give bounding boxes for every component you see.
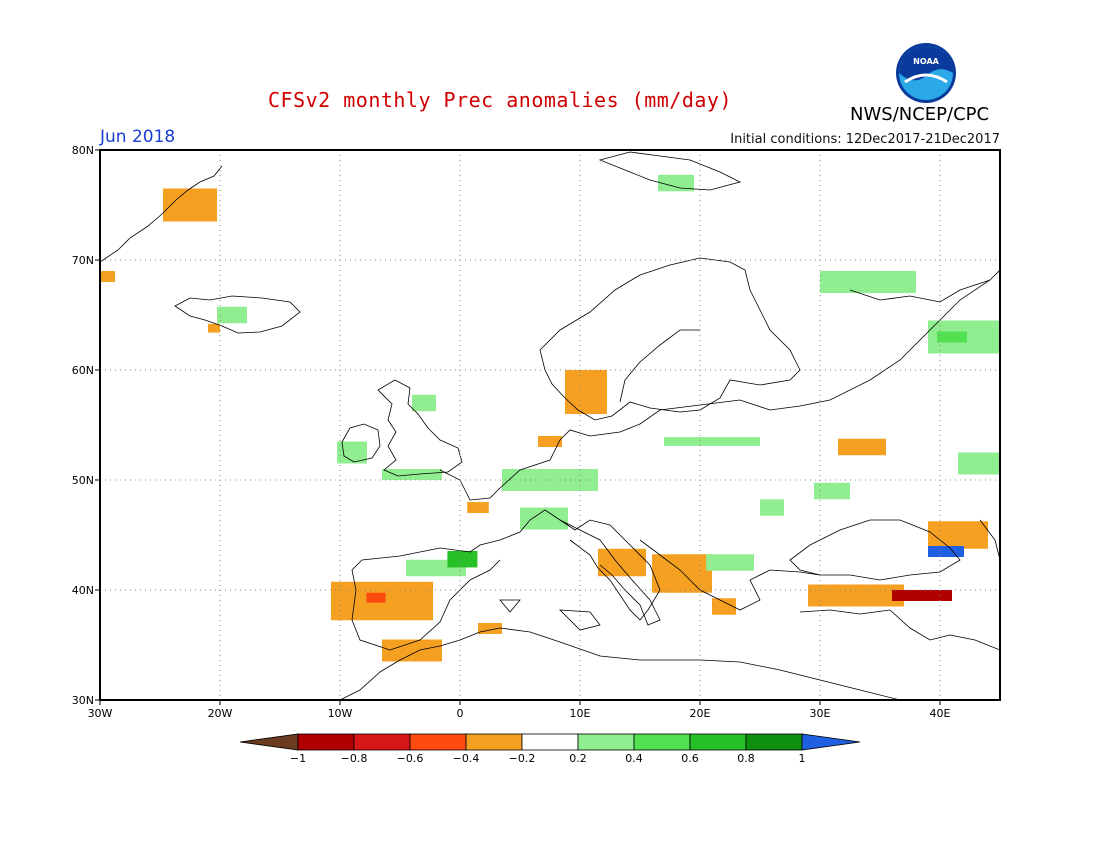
colorbar-label: −0.4 — [453, 752, 480, 765]
anomaly-cell — [382, 639, 442, 662]
anomaly-cell — [366, 592, 386, 603]
colorbar-segment — [353, 733, 411, 751]
colorbar-segment — [689, 733, 747, 751]
colorbar-label: 0.8 — [737, 752, 755, 765]
initial-conditions: Initial conditions: 12Dec2017-21Dec2017 — [730, 132, 1000, 147]
y-tick-label: 60N — [72, 364, 94, 377]
x-tick-label: 20W — [208, 707, 233, 720]
anomaly-cell — [538, 436, 562, 447]
anomaly-cell — [814, 482, 850, 500]
anomaly-cell — [208, 323, 220, 333]
x-tick-label: 40E — [930, 707, 951, 720]
colorbar-segment — [521, 733, 579, 751]
anomaly-cell — [760, 499, 784, 516]
anomaly-cell — [664, 437, 760, 446]
y-tick-label: 40N — [72, 584, 94, 597]
coastlines — [100, 151, 1000, 700]
anomaly-cell — [337, 441, 367, 464]
x-tick-label: 10E — [570, 707, 591, 720]
anomaly-cell — [520, 507, 568, 530]
anomaly-cell — [928, 521, 988, 549]
anomaly-cell — [467, 502, 489, 513]
colorbar-label: −1 — [290, 752, 306, 765]
y-tick-label: 70N — [72, 254, 94, 267]
map-title: CFSv2 monthly Prec anomalies (mm/day) — [267, 88, 733, 112]
logo-text: NOAA — [913, 57, 939, 66]
anomaly-cell — [838, 438, 886, 456]
x-tick-label: 10W — [328, 707, 353, 720]
colorbar-label: 0.6 — [681, 752, 699, 765]
colorbar-label: 0.4 — [625, 752, 643, 765]
colorbar-label: −0.2 — [509, 752, 536, 765]
anomaly-cell — [706, 554, 754, 571]
x-axis-labels: 30W 20W 10W 0 10E 20E 30E 40E — [88, 700, 951, 720]
anomaly-cell — [820, 271, 916, 293]
x-tick-label: 20E — [690, 707, 711, 720]
anomaly-cell — [217, 306, 247, 324]
y-tick-label: 30N — [72, 694, 94, 707]
noaa-logo: NOAA — [896, 43, 956, 103]
colorbar-max-arrow — [801, 733, 861, 751]
colorbar-label: −0.6 — [397, 752, 424, 765]
colorbar-label: −0.8 — [341, 752, 368, 765]
anomaly-cell — [447, 550, 478, 568]
anomaly-cell — [652, 554, 712, 593]
anomaly-cell — [712, 598, 736, 615]
map-frame-bg — [100, 150, 1000, 700]
x-tick-label: 30E — [810, 707, 831, 720]
colorbar-label: 1 — [799, 752, 806, 765]
anomaly-cell — [892, 590, 952, 601]
y-tick-label: 50N — [72, 474, 94, 487]
agency-label: NWS/NCEP/CPC — [850, 104, 990, 125]
colorbar-label: 0.2 — [569, 752, 587, 765]
colorbar-segment — [633, 733, 691, 751]
colorbar-segment — [409, 733, 467, 751]
forecast-month: Jun 2018 — [100, 127, 176, 147]
y-tick-label: 80N — [72, 144, 94, 157]
anomaly-cell — [958, 452, 1000, 475]
anomaly-cell — [163, 188, 217, 222]
anomaly-cell — [100, 271, 115, 282]
anomaly-cell — [937, 331, 967, 343]
colorbar-segment — [465, 733, 523, 751]
colorbar-segment — [745, 733, 803, 751]
anomaly-cell — [658, 174, 694, 192]
gridlines — [100, 150, 1000, 700]
colorbar-segment — [577, 733, 635, 751]
colorbar-segment — [297, 733, 355, 751]
x-tick-label: 0 — [457, 707, 464, 720]
y-axis-labels: 80N 70N 60N 50N 40N 30N — [72, 144, 100, 707]
x-tick-label: 30W — [88, 707, 113, 720]
anomaly-cell — [412, 394, 436, 412]
map-frame — [99, 149, 1001, 701]
anomaly-cell — [565, 370, 607, 414]
anomaly-cell — [478, 623, 502, 634]
colorbar-min-arrow — [239, 733, 299, 751]
anomaly-cell — [928, 546, 964, 557]
